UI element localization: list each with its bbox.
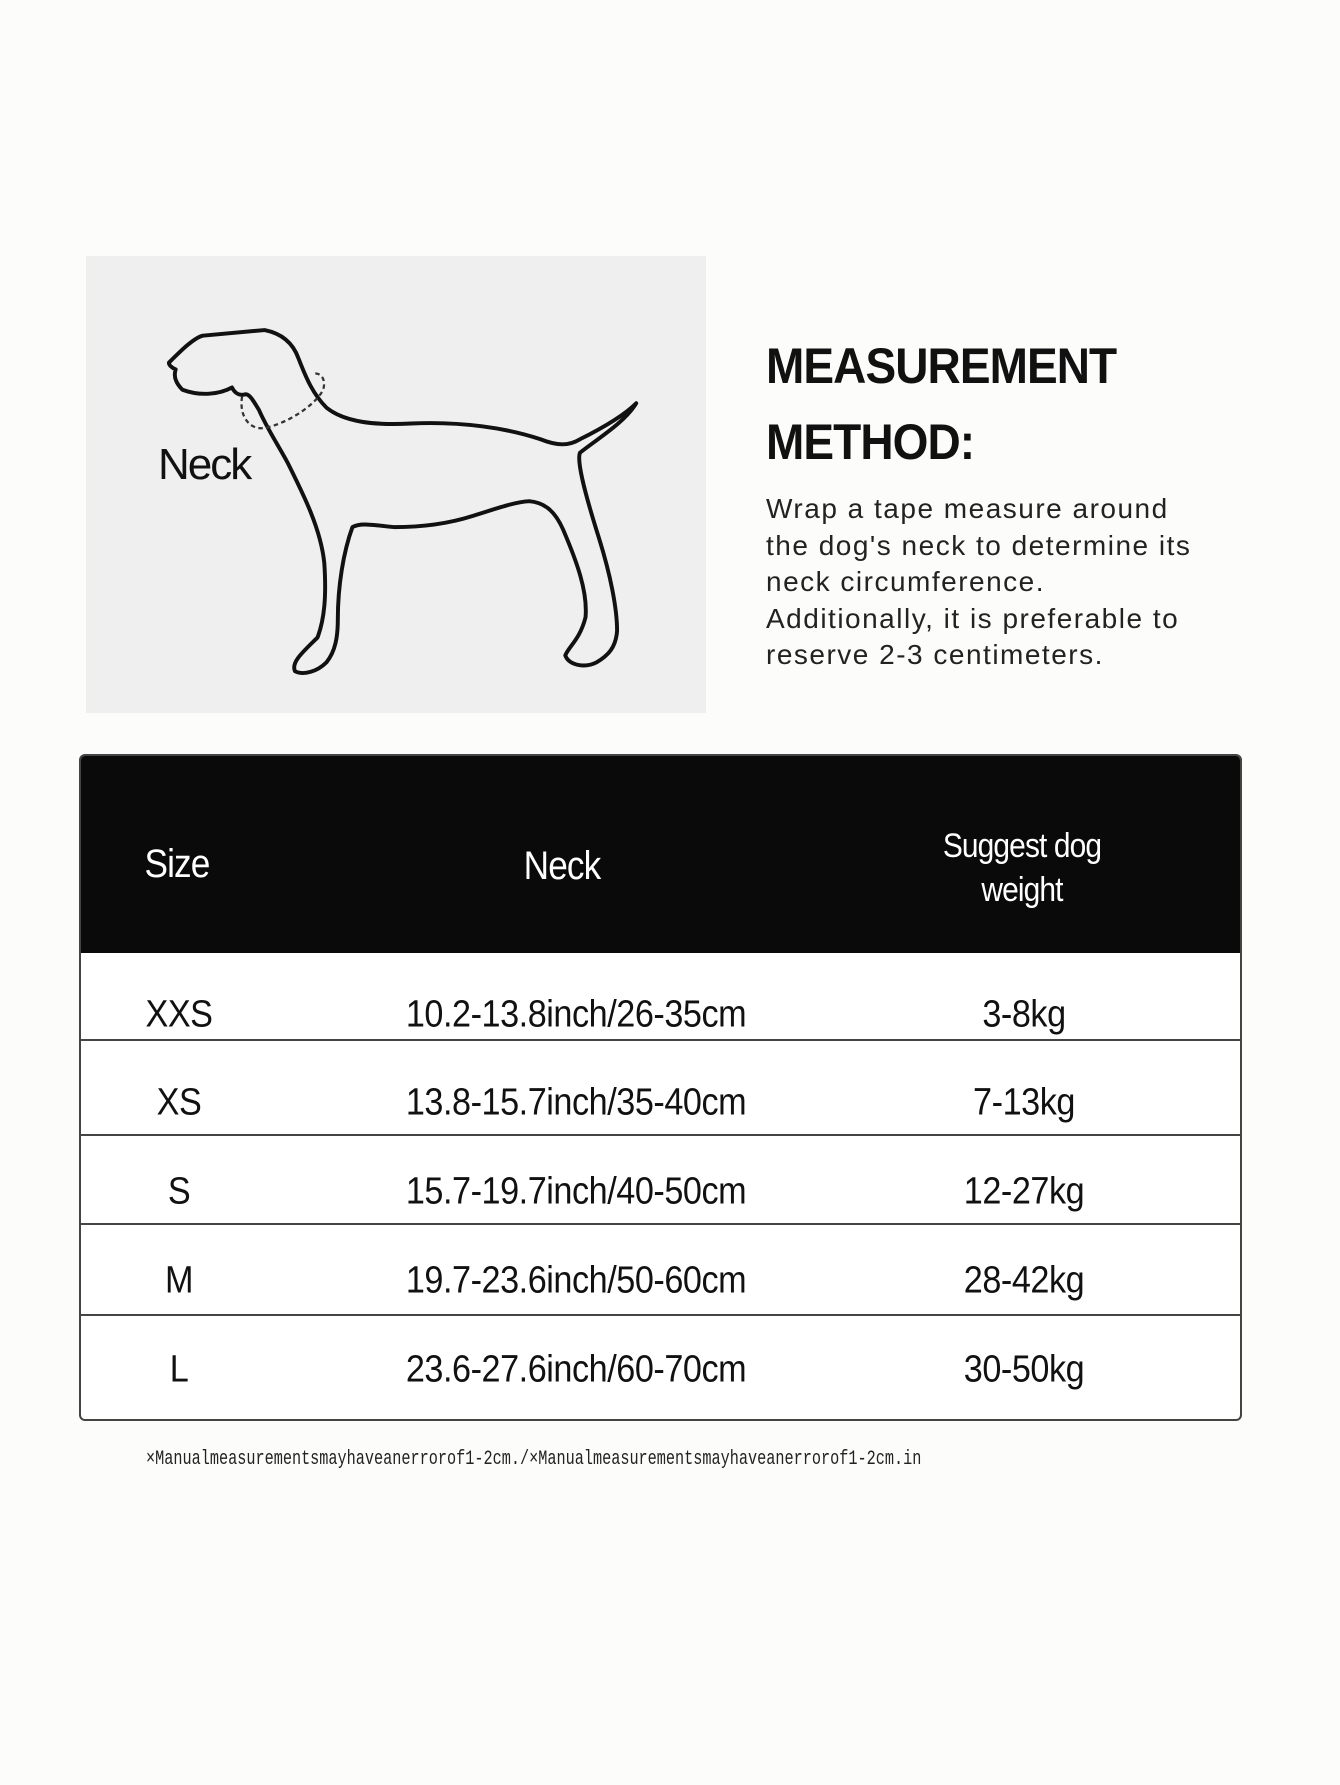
cell-weight: 28-42kg <box>963 1259 1085 1302</box>
cell-size: XS <box>156 1081 202 1124</box>
instruction-line: Wrap a tape measure around <box>766 493 1169 524</box>
cell-weight: 3-8kg <box>982 993 1066 1036</box>
cell-weight: 30-50kg <box>963 1348 1085 1391</box>
table-row: M 19.7-23.6inch/50-60cm 28-42kg <box>81 1225 1240 1316</box>
table-header: Size Neck Suggest dog weight <box>81 756 1240 953</box>
table-row: S 15.7-19.7inch/40-50cm 12-27kg <box>81 1136 1240 1225</box>
table-row: XS 13.8-15.7inch/35-40cm 7-13kg <box>81 1041 1240 1136</box>
header-weight-line: weight <box>981 871 1063 909</box>
dog-outline <box>166 328 639 675</box>
measurement-method-title: MEASUREMENT METHOD: <box>766 328 1117 480</box>
measurement-instructions: Wrap a tape measure around the dog's nec… <box>766 491 1191 674</box>
cell-neck: 19.7-23.6inch/50-60cm <box>405 1259 747 1302</box>
cell-neck: 10.2-13.8inch/26-35cm <box>405 993 747 1036</box>
header-weight: Suggest dog weight <box>942 824 1102 912</box>
cell-size: M <box>164 1259 194 1302</box>
dog-illustration-panel <box>86 256 706 713</box>
neck-label: Neck <box>158 440 252 489</box>
header-neck: Neck <box>523 844 602 888</box>
instruction-line: Additionally, it is preferable to <box>766 602 1180 634</box>
cell-neck: 15.7-19.7inch/40-50cm <box>405 1170 747 1213</box>
header-size: Size <box>144 842 211 886</box>
instruction-line: neck circumference. <box>766 566 1046 597</box>
title-line: METHOD: <box>766 414 975 470</box>
header-weight-line: Suggest dog <box>942 827 1102 865</box>
title-line: MEASUREMENT <box>766 338 1117 394</box>
cell-weight: 12-27kg <box>963 1170 1085 1213</box>
cell-size: S <box>167 1170 191 1213</box>
cell-size: XXS <box>145 993 213 1036</box>
instruction-line: the dog's neck to determine its <box>766 529 1192 561</box>
collar-dashed-line <box>240 372 326 430</box>
cell-neck: 13.8-15.7inch/35-40cm <box>405 1081 747 1124</box>
size-chart-table: Size Neck Suggest dog weight XXS 10.2-13… <box>79 754 1242 1421</box>
cell-neck: 23.6-27.6inch/60-70cm <box>405 1348 747 1391</box>
table-row: L 23.6-27.6inch/60-70cm 30-50kg <box>81 1316 1240 1419</box>
footnote: ×Manualmeasurementsmayhaveanerrorof1-2cm… <box>146 1448 922 1471</box>
cell-weight: 7-13kg <box>973 1081 1075 1124</box>
cell-size: L <box>169 1348 189 1391</box>
instruction-line: reserve 2-3 centimeters. <box>766 639 1104 670</box>
table-row: XXS 10.2-13.8inch/26-35cm 3-8kg <box>81 953 1240 1041</box>
